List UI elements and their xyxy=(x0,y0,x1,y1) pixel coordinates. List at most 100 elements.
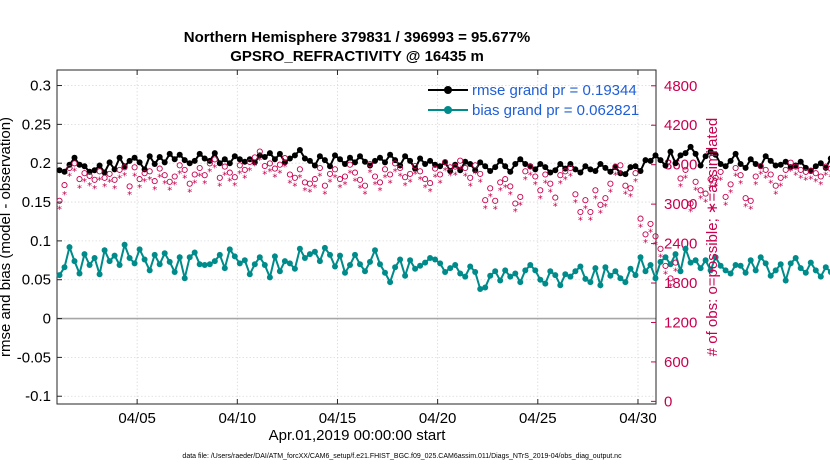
obs-possible-marker xyxy=(246,158,253,166)
series-point-1 xyxy=(762,260,769,267)
obs-possible-marker xyxy=(321,182,328,189)
obs-possible-marker xyxy=(432,165,439,172)
obs-possible-marker xyxy=(827,165,830,172)
obs-assimilated-marker: * xyxy=(703,197,708,208)
obs-assimilated-marker: * xyxy=(558,179,563,190)
obs-assimilated-marker: * xyxy=(338,183,343,194)
obs-assimilated-marker: * xyxy=(623,189,628,200)
series-point-1 xyxy=(827,269,830,275)
series-point-0 xyxy=(777,161,784,168)
series-point-0 xyxy=(166,150,173,157)
obs-assimilated-marker: * xyxy=(718,176,723,187)
series-point-0 xyxy=(477,159,484,166)
series-point-1 xyxy=(81,251,88,258)
obs-possible-marker xyxy=(537,187,544,194)
obs-assimilated-marker: * xyxy=(252,161,257,172)
obs-assimilated-marker: * xyxy=(393,167,398,178)
series-point-1 xyxy=(497,277,504,284)
series-point-1 xyxy=(457,270,464,277)
obs-possible-marker xyxy=(256,148,263,155)
series-point-1 xyxy=(667,261,674,268)
series-point-1 xyxy=(652,275,659,282)
obs-possible-marker xyxy=(156,165,163,172)
series-point-1 xyxy=(231,253,238,260)
obs-possible-marker xyxy=(787,159,794,166)
obs-assimilated-marker: * xyxy=(87,181,92,192)
series-point-0 xyxy=(732,150,739,157)
series-point-1 xyxy=(657,258,664,265)
obs-possible-marker xyxy=(717,168,724,175)
series-point-1 xyxy=(797,265,804,272)
obs-possible-marker xyxy=(742,195,749,202)
obs-possible-marker xyxy=(141,170,148,177)
obs-possible-marker xyxy=(381,166,389,173)
series-point-0 xyxy=(797,158,804,165)
series-point-1 xyxy=(807,259,814,266)
series-point-0 xyxy=(722,163,729,170)
series-point-1 xyxy=(66,244,73,251)
x-tick-label: 04/05 xyxy=(118,410,156,427)
obs-assimilated-marker: * xyxy=(92,184,97,195)
obs-possible-marker xyxy=(472,162,479,169)
series-point-1 xyxy=(392,264,399,271)
obs-assimilated-marker: * xyxy=(302,186,307,197)
series-point-0 xyxy=(176,151,183,158)
series-point-1 xyxy=(316,258,323,265)
obs-possible-marker xyxy=(206,160,213,167)
series-point-1 xyxy=(687,259,694,266)
obs-possible-marker xyxy=(341,173,349,180)
series-point-0 xyxy=(637,168,644,174)
obs-possible-marker xyxy=(412,162,419,170)
obs-assimilated-marker: * xyxy=(473,169,478,180)
obs-possible-marker xyxy=(276,161,283,168)
series-point-1 xyxy=(647,262,654,268)
obs-assimilated-marker: * xyxy=(798,174,803,185)
series-point-1 xyxy=(567,273,574,280)
series-point-1 xyxy=(782,277,789,284)
obs-possible-marker xyxy=(371,173,379,180)
obs-assimilated-marker: * xyxy=(543,178,548,189)
series-point-1 xyxy=(121,241,128,248)
obs-assimilated-marker: * xyxy=(588,216,593,227)
obs-possible-marker xyxy=(822,163,829,170)
obs-assimilated-marker: * xyxy=(433,172,438,183)
series-point-0 xyxy=(321,157,328,164)
series-point-1 xyxy=(201,262,208,268)
series-point-1 xyxy=(412,265,419,272)
series-point-0 xyxy=(362,158,368,165)
series-point-1 xyxy=(752,267,759,274)
series-point-1 xyxy=(547,268,554,275)
series-point-1 xyxy=(522,267,529,274)
series-point-0 xyxy=(652,152,659,159)
obs-possible-marker xyxy=(281,155,288,162)
series-point-1 xyxy=(777,261,784,268)
obs-assimilated-marker: * xyxy=(648,228,653,239)
series-point-1 xyxy=(296,245,303,252)
obs-possible-marker xyxy=(582,197,589,204)
obs-assimilated-marker: * xyxy=(708,183,713,194)
series-point-1 xyxy=(362,268,368,275)
obs-assimilated-marker: * xyxy=(142,177,147,188)
obs-possible-marker xyxy=(101,174,108,181)
series-point-0 xyxy=(577,169,584,176)
series-point-0 xyxy=(677,152,684,159)
series-point-0 xyxy=(472,167,479,174)
series-point-0 xyxy=(352,159,358,166)
series-point-0 xyxy=(452,161,459,168)
obs-assimilated-marker: * xyxy=(713,182,718,193)
series-point-0 xyxy=(66,161,73,168)
chart-title-line1: Northern Hemisphere 379831 / 396993 = 95… xyxy=(184,29,530,46)
series-point-0 xyxy=(817,160,824,167)
series-point-0 xyxy=(697,162,704,169)
obs-assimilated-marker: * xyxy=(192,178,197,189)
obs-assimilated-marker: * xyxy=(137,183,142,194)
obs-assimilated-marker: * xyxy=(428,187,433,198)
series-point-1 xyxy=(517,279,524,286)
obs-possible-marker xyxy=(712,174,719,181)
obs-possible-marker xyxy=(331,166,339,173)
series-point-0 xyxy=(522,161,529,167)
series-point-0 xyxy=(377,154,383,161)
obs-assimilated-marker: * xyxy=(312,183,317,194)
series-point-0 xyxy=(812,163,819,170)
obs-assimilated-marker: * xyxy=(237,169,242,180)
